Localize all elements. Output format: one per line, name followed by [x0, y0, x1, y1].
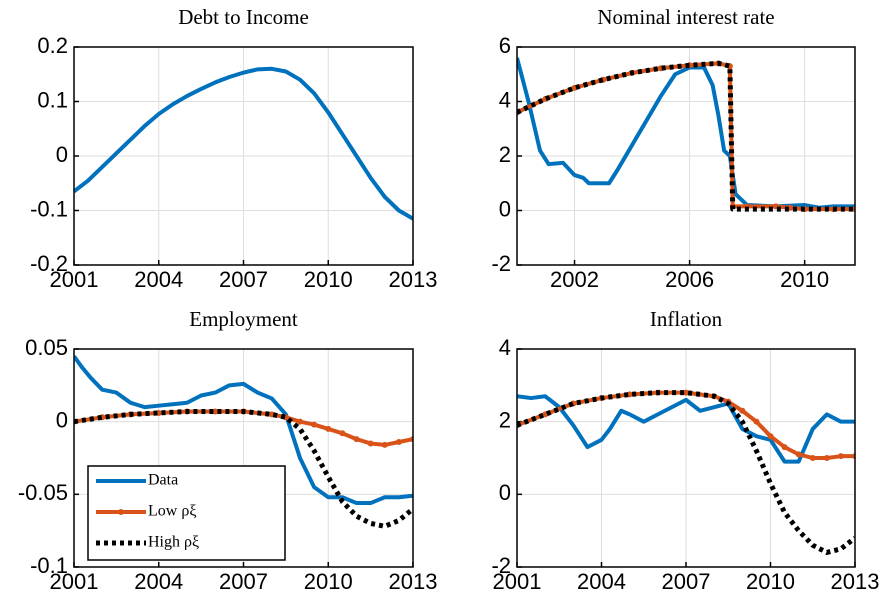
x-tick-label: 2007 — [219, 267, 268, 292]
marker — [767, 433, 774, 440]
x-tick-label: 2001 — [50, 267, 99, 292]
y-tick-label: -2 — [491, 251, 511, 276]
axes-box — [516, 46, 856, 266]
x-tick-label: 2007 — [219, 569, 268, 594]
series-line — [74, 66, 413, 221]
y-tick-label: 0.1 — [37, 87, 68, 112]
x-tick-label: 2010 — [304, 267, 353, 292]
x-tick-label: 2004 — [577, 569, 626, 594]
y-tick-label: 2 — [499, 407, 511, 432]
y-tick-label: 0.05 — [25, 335, 68, 360]
legend-marker — [118, 509, 124, 515]
panel-title: Nominal interest rate — [597, 5, 774, 29]
x-tick-label: 2001 — [493, 569, 542, 594]
y-tick-label: 4 — [499, 87, 511, 112]
panel-title: Debt to Income — [178, 5, 309, 29]
series-group — [74, 355, 413, 529]
marker — [297, 418, 303, 425]
marker — [367, 440, 374, 447]
y-tick-label: 0 — [56, 142, 68, 167]
series-group — [517, 57, 855, 213]
x-tick-label: 2007 — [662, 569, 711, 594]
y-tick-label: -0.1 — [30, 553, 68, 578]
x-tick-label: 2010 — [304, 569, 353, 594]
marker — [381, 441, 388, 448]
panel: 2001 2004 2007 2010 2013 -2 0 2 4 Inflation — [491, 307, 879, 594]
x-tick-label: 2010 — [780, 267, 829, 292]
series-line — [517, 60, 855, 212]
marker — [823, 455, 830, 461]
y-tick-label: -0.1 — [30, 196, 68, 221]
x-tick-label: 2004 — [134, 569, 183, 594]
marker — [212, 408, 219, 415]
x-tick-label: 2010 — [746, 569, 795, 594]
series-group — [74, 66, 413, 221]
x-tick-label: 2002 — [550, 267, 599, 292]
axes-box — [73, 46, 414, 266]
panel: 2001 2004 2007 2010 2013 -0.1 -0.05 0 0.05 Employ… — [18, 307, 438, 594]
y-tick-label: -0.2 — [30, 251, 68, 276]
y-tick-label: 0.2 — [37, 33, 68, 58]
panel-title: Inflation — [650, 307, 723, 331]
series-line — [517, 61, 855, 212]
legend-label: Low ρξ — [148, 503, 196, 520]
series-line — [517, 394, 855, 464]
y-tick-label: -2 — [491, 553, 511, 578]
marker — [683, 389, 689, 396]
x-tick-label: 2006 — [665, 267, 714, 292]
x-tick-label: 2013 — [831, 569, 880, 594]
panel: 2002 2006 2010 -2 0 2 4 6 Nominal interest rate — [491, 5, 856, 292]
marker — [753, 418, 760, 425]
marker — [311, 421, 318, 428]
series-group — [517, 389, 855, 555]
y-tick-label: 0 — [499, 196, 511, 221]
panel-title: Employment — [189, 307, 298, 331]
y-tick-label: 4 — [499, 335, 511, 360]
series-line — [74, 355, 413, 506]
marker — [395, 439, 402, 446]
marker — [325, 425, 332, 432]
axes-box — [516, 348, 856, 568]
y-tick-label: 0 — [56, 407, 68, 432]
legend-label: Data — [148, 472, 178, 489]
legend-label: High ρξ — [148, 534, 199, 551]
marker — [837, 453, 844, 460]
y-tick-label: 6 — [499, 33, 511, 58]
marker — [809, 455, 816, 461]
panel: 2001 2004 2007 2010 2013 -0.2 -0.1 0 0.1 0.2 Debt … — [30, 5, 437, 292]
marker — [353, 436, 360, 443]
marker — [795, 451, 802, 458]
series-line — [74, 408, 413, 529]
x-tick-label: 2013 — [389, 569, 438, 594]
series-line — [517, 390, 855, 555]
y-tick-label: 2 — [499, 142, 511, 167]
marker — [339, 430, 346, 437]
y-tick-label: 0 — [499, 480, 511, 505]
y-tick-label: -0.05 — [18, 480, 68, 505]
axes-box — [73, 348, 414, 568]
x-tick-label: 2013 — [389, 267, 438, 292]
x-tick-label: 2001 — [50, 569, 99, 594]
x-tick-label: 2004 — [134, 267, 183, 292]
marker — [739, 407, 746, 414]
marker — [781, 444, 788, 451]
